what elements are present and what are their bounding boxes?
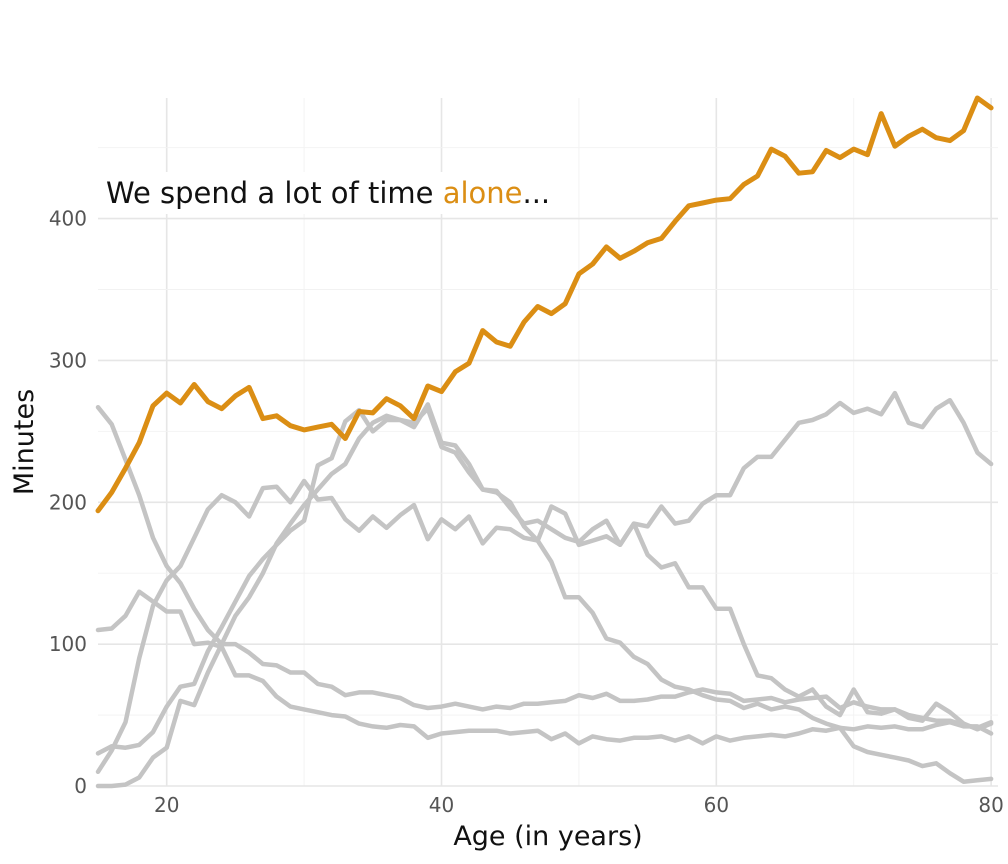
- annotation-suffix: ...: [522, 176, 550, 210]
- x-tick-label: 20: [154, 793, 179, 817]
- annotation-background: [99, 172, 558, 214]
- series-line-highlight: [95, 95, 994, 514]
- annotation-highlight: alone: [443, 176, 523, 210]
- y-tick-label: 100: [49, 632, 87, 656]
- series-line-4: [95, 402, 994, 789]
- x-axis-title: Age (in years): [453, 821, 642, 852]
- x-tick-labels: 20 40 60 80: [154, 793, 1004, 817]
- y-tick-label: 0: [74, 774, 87, 798]
- x-tick-label: 40: [429, 793, 454, 817]
- y-tick-label: 300: [49, 348, 87, 372]
- series-line-5: [95, 406, 994, 756]
- y-tick-labels: 0 100 200 300 400: [49, 207, 87, 798]
- chart-annotation: We spend a lot of time alone...: [99, 172, 558, 214]
- x-tick-label: 80: [978, 793, 1003, 817]
- gridlines: [98, 98, 998, 787]
- annotation-text: We spend a lot of time alone...: [106, 176, 550, 210]
- series-line-1: [95, 404, 994, 731]
- y-tick-label: 200: [49, 490, 87, 514]
- y-axis-title: Minutes: [9, 389, 40, 495]
- series-line-2: [95, 589, 994, 746]
- series-lines: [95, 95, 994, 789]
- annotation-prefix: We spend a lot of time: [106, 176, 443, 210]
- x-tick-label: 60: [704, 793, 729, 817]
- y-tick-label: 400: [49, 207, 87, 231]
